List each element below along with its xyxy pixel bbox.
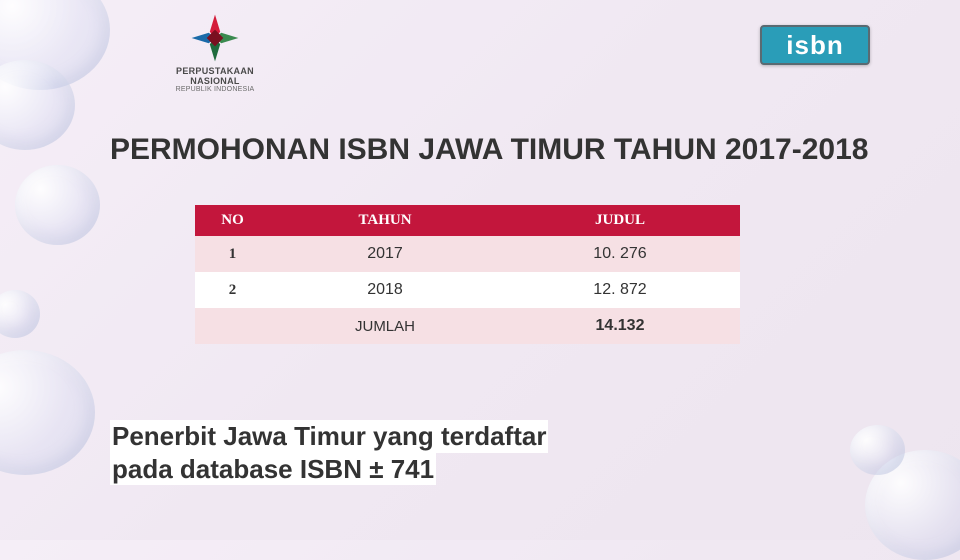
table-footer-row: JUMLAH 14.132 <box>195 308 740 344</box>
table-header-row: NO TAHUN JUDUL <box>195 205 740 236</box>
col-judul: JUDUL <box>500 205 740 236</box>
cell-tahun: 2018 <box>270 272 500 308</box>
table-row: 2 2018 12. 872 <box>195 272 740 308</box>
footer-line-2: pada database ISBN ± 741 <box>110 453 436 486</box>
cell-empty <box>195 308 270 344</box>
col-tahun: TAHUN <box>270 205 500 236</box>
col-no: NO <box>195 205 270 236</box>
perpusnas-logo: PERPUSTAKAAN NASIONAL REPUBLIK INDONESIA <box>155 12 275 93</box>
isbn-table: NO TAHUN JUDUL 1 2017 10. 276 2 2018 12.… <box>195 205 740 344</box>
cell-no: 2 <box>195 272 270 308</box>
cell-judul: 12. 872 <box>500 272 740 308</box>
bubble-decor <box>850 425 905 475</box>
cell-tahun: 2017 <box>270 236 500 272</box>
logo-text-2: REPUBLIK INDONESIA <box>155 86 275 93</box>
bubble-decor <box>15 165 100 245</box>
bubble-decor <box>0 290 40 338</box>
footer-line-1: Penerbit Jawa Timur yang terdaftar <box>110 420 548 453</box>
table-row: 1 2017 10. 276 <box>195 236 740 272</box>
cell-jumlah-label: JUMLAH <box>270 308 500 344</box>
star-icon <box>189 12 241 64</box>
logo-text-1: PERPUSTAKAAN NASIONAL <box>155 66 275 86</box>
isbn-logo: isbn <box>760 25 870 65</box>
cell-no: 1 <box>195 236 270 272</box>
bubble-decor <box>0 350 95 475</box>
cell-jumlah-value: 14.132 <box>500 308 740 344</box>
footer-text: Penerbit Jawa Timur yang terdaftar pada … <box>110 420 548 485</box>
cell-judul: 10. 276 <box>500 236 740 272</box>
page-title: PERMOHONAN ISBN JAWA TIMUR TAHUN 2017-20… <box>110 132 868 168</box>
